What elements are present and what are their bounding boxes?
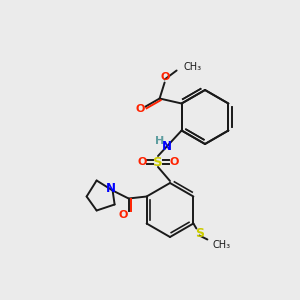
Text: O: O	[161, 73, 170, 82]
Text: CH₃: CH₃	[184, 62, 202, 73]
Text: N: N	[106, 182, 116, 195]
Text: O: O	[169, 157, 179, 167]
Text: H: H	[155, 136, 164, 146]
Text: N: N	[162, 140, 172, 153]
Text: CH₃: CH₃	[212, 239, 230, 250]
Text: S: S	[195, 227, 204, 240]
Text: O: O	[136, 103, 145, 113]
Text: S: S	[153, 155, 163, 169]
Text: O: O	[119, 209, 128, 220]
Text: O: O	[137, 157, 147, 167]
